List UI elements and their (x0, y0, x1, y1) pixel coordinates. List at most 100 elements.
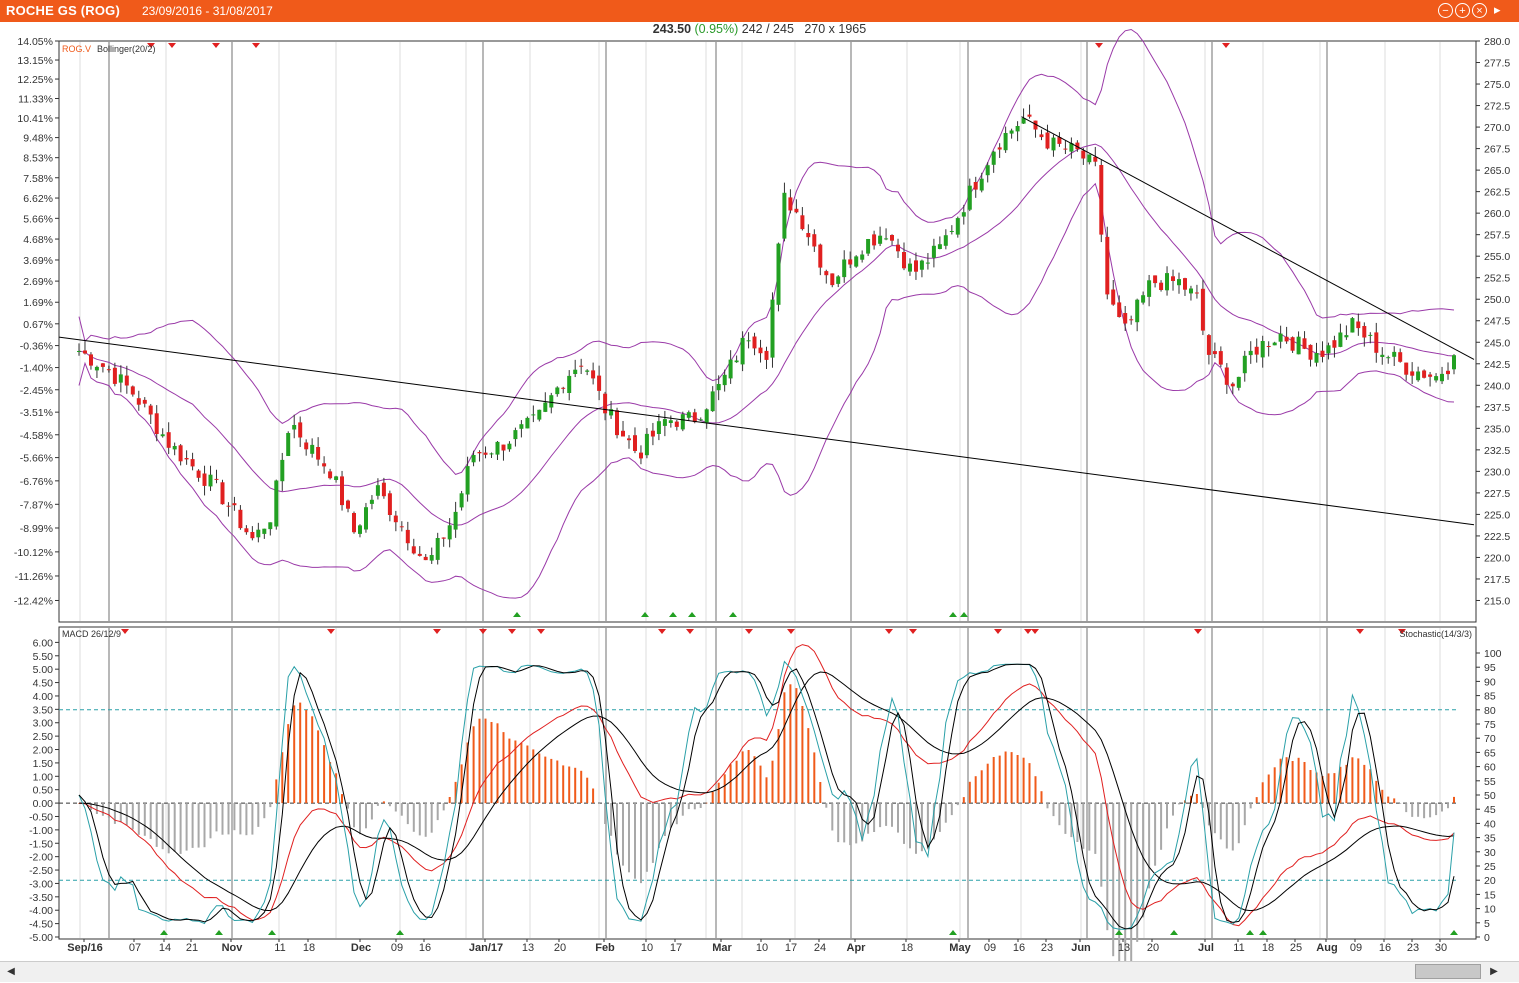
macd-histogram-bar (968, 781, 971, 803)
stoch-tick-label: 45 (1484, 804, 1496, 816)
scroll-thumb[interactable] (1415, 964, 1481, 979)
candle-body (722, 374, 727, 386)
macd-histogram-bar (1213, 803, 1216, 834)
macd-histogram-bar (1423, 803, 1426, 819)
candle-body (1338, 332, 1343, 347)
scroll-left-icon[interactable]: ◀ (7, 966, 15, 977)
macd-histogram-bar (1028, 763, 1031, 804)
candle-body (890, 235, 894, 241)
candle-body (656, 421, 661, 434)
macd-histogram-bar (191, 803, 194, 848)
candle-body (644, 433, 649, 456)
more-arrow-icon[interactable]: ▸ (1494, 2, 1501, 17)
macd-tick-label: 0.00 (33, 798, 54, 810)
candle-body (214, 478, 219, 480)
price-tick-label: 227.5 (1484, 488, 1510, 500)
candle-body (854, 256, 859, 267)
macd-histogram-bar (323, 745, 326, 803)
candle-body (232, 503, 237, 506)
macd-histogram-bar (747, 750, 750, 804)
macd-histogram-bar (1225, 803, 1228, 849)
macd-histogram-bar (574, 767, 577, 804)
macd-histogram-bar (311, 716, 314, 804)
price-tick-label: 250.0 (1484, 294, 1510, 306)
macd-histogram-bar (1130, 803, 1133, 966)
trendline-layer (58, 116, 1475, 526)
candle-body (489, 453, 494, 455)
macd-histogram-bar (287, 724, 290, 803)
candle-body (208, 474, 213, 487)
x-tick-label: Jun (1071, 942, 1091, 954)
horizontal-scrollbar[interactable]: ◀ ▶ (0, 961, 1519, 982)
candle-body (405, 529, 410, 544)
percent-tick-label: 14.05% (17, 36, 53, 48)
scroll-right-icon[interactable]: ▶ (1490, 966, 1498, 977)
macd-histogram-bar (645, 803, 648, 872)
candle-body (447, 525, 452, 540)
macd-histogram-bar (711, 791, 714, 804)
candle-body (818, 244, 823, 268)
candle-body (1230, 383, 1235, 387)
macd-histogram-bar (370, 803, 373, 820)
macd-histogram-bar (915, 803, 917, 854)
sell-signal-icon (1031, 629, 1039, 634)
macd-histogram-bar (412, 803, 415, 832)
macd-histogram-bar (532, 749, 535, 804)
candle-body (417, 553, 422, 556)
macd-histogram-bar (1201, 803, 1204, 808)
x-tick-label: Apr (847, 942, 867, 954)
macd-histogram-bar (1417, 803, 1420, 817)
macd-histogram-bar (837, 803, 840, 843)
macd-histogram-bar (1399, 803, 1402, 804)
candle-body (1003, 133, 1008, 151)
macd-histogram-bar (347, 803, 349, 809)
candle-body (597, 375, 602, 391)
macd-histogram-bar (215, 803, 218, 832)
macd-tick-label: 2.50 (33, 731, 54, 743)
macd-histogram-bar (424, 803, 427, 837)
candle-body (298, 422, 303, 438)
candle-body (202, 473, 207, 486)
sell-signal-icon (212, 43, 220, 48)
buy-signal-icon (960, 612, 968, 617)
macd-histogram-bar (353, 803, 355, 828)
minimize-button[interactable]: − (1438, 3, 1453, 18)
candle-body (615, 410, 619, 436)
candle-body (1254, 346, 1259, 355)
macd-histogram-bar (1016, 755, 1019, 804)
macd-histogram-bar (1010, 752, 1013, 803)
candle-body (1350, 318, 1355, 333)
percent-tick-label: -5.66% (20, 453, 53, 465)
macd-tick-label: -5.00 (29, 932, 53, 944)
candle-body (549, 395, 554, 408)
candle-body (680, 414, 685, 430)
macd-histogram-bar (992, 757, 995, 804)
candle-body (662, 419, 667, 426)
candle-body (1428, 374, 1433, 377)
close-button[interactable]: × (1472, 3, 1487, 18)
macd-tick-label: 4.00 (33, 691, 54, 703)
candle-body (172, 446, 177, 450)
stoch-tick-label: 0 (1484, 932, 1490, 944)
candle-body (1452, 355, 1456, 370)
macd-histogram-bar (113, 803, 116, 824)
candle-body (1290, 337, 1295, 351)
macd-histogram-bar (807, 728, 810, 804)
macd-histogram-bar (1405, 803, 1408, 813)
candle-body (256, 529, 261, 538)
macd-histogram-bar (825, 803, 828, 808)
macd-histogram-bar (640, 803, 642, 884)
sell-signal-icon (787, 629, 795, 634)
zoom-in-button[interactable]: + (1455, 3, 1470, 18)
macd-histogram-bar (1172, 803, 1174, 816)
candle-body (561, 387, 566, 389)
macd-histogram-bar (1273, 767, 1276, 804)
candle-body (1308, 344, 1313, 360)
candle-body (1260, 341, 1265, 358)
stoch-tick-label: 70 (1484, 733, 1496, 745)
macd-histogram-bar (544, 756, 547, 804)
macd-histogram-bar (149, 803, 152, 839)
macd-tick-label: -1.00 (29, 825, 53, 837)
macd-tick-label: 4.50 (33, 678, 54, 690)
